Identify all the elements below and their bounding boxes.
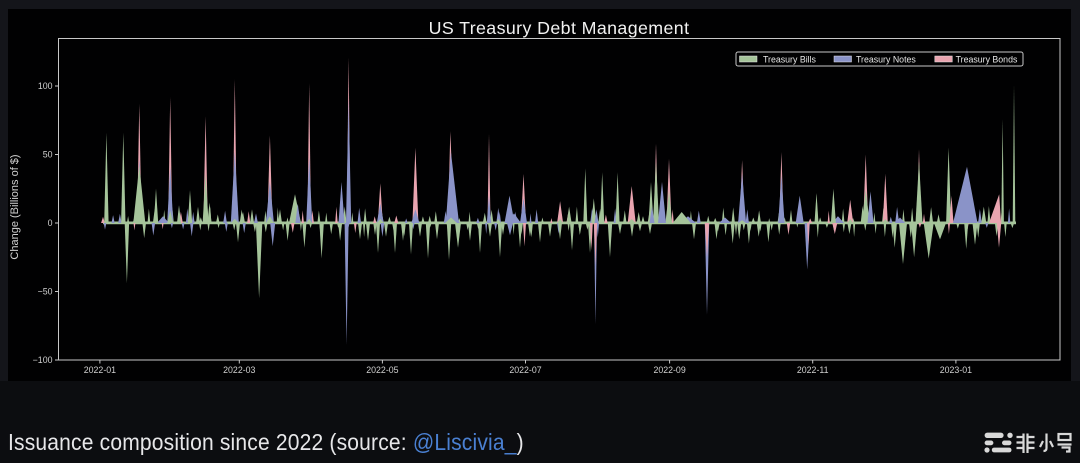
svg-text:50: 50	[43, 150, 53, 160]
svg-text:2022-03: 2022-03	[223, 365, 255, 375]
svg-text:US Treasury Debt Management: US Treasury Debt Management	[429, 18, 690, 38]
svg-text:Change (Billions of $): Change (Billions of $)	[9, 154, 21, 259]
svg-text:0: 0	[48, 218, 53, 228]
svg-text:2023-01: 2023-01	[940, 365, 972, 375]
svg-text:2022-05: 2022-05	[366, 365, 398, 375]
svg-text:2022-11: 2022-11	[797, 365, 829, 375]
svg-text:100: 100	[38, 81, 53, 91]
svg-text:Treasury Notes: Treasury Notes	[856, 54, 916, 64]
svg-text:Treasury Bonds: Treasury Bonds	[956, 54, 1018, 64]
svg-text:2022-07: 2022-07	[509, 365, 541, 375]
svg-text:2022-09: 2022-09	[653, 365, 685, 375]
svg-text:−100: −100	[33, 355, 53, 365]
svg-text:2022-01: 2022-01	[84, 365, 116, 375]
svg-text:Treasury Bills: Treasury Bills	[763, 54, 817, 64]
svg-text:−50: −50	[38, 287, 53, 297]
